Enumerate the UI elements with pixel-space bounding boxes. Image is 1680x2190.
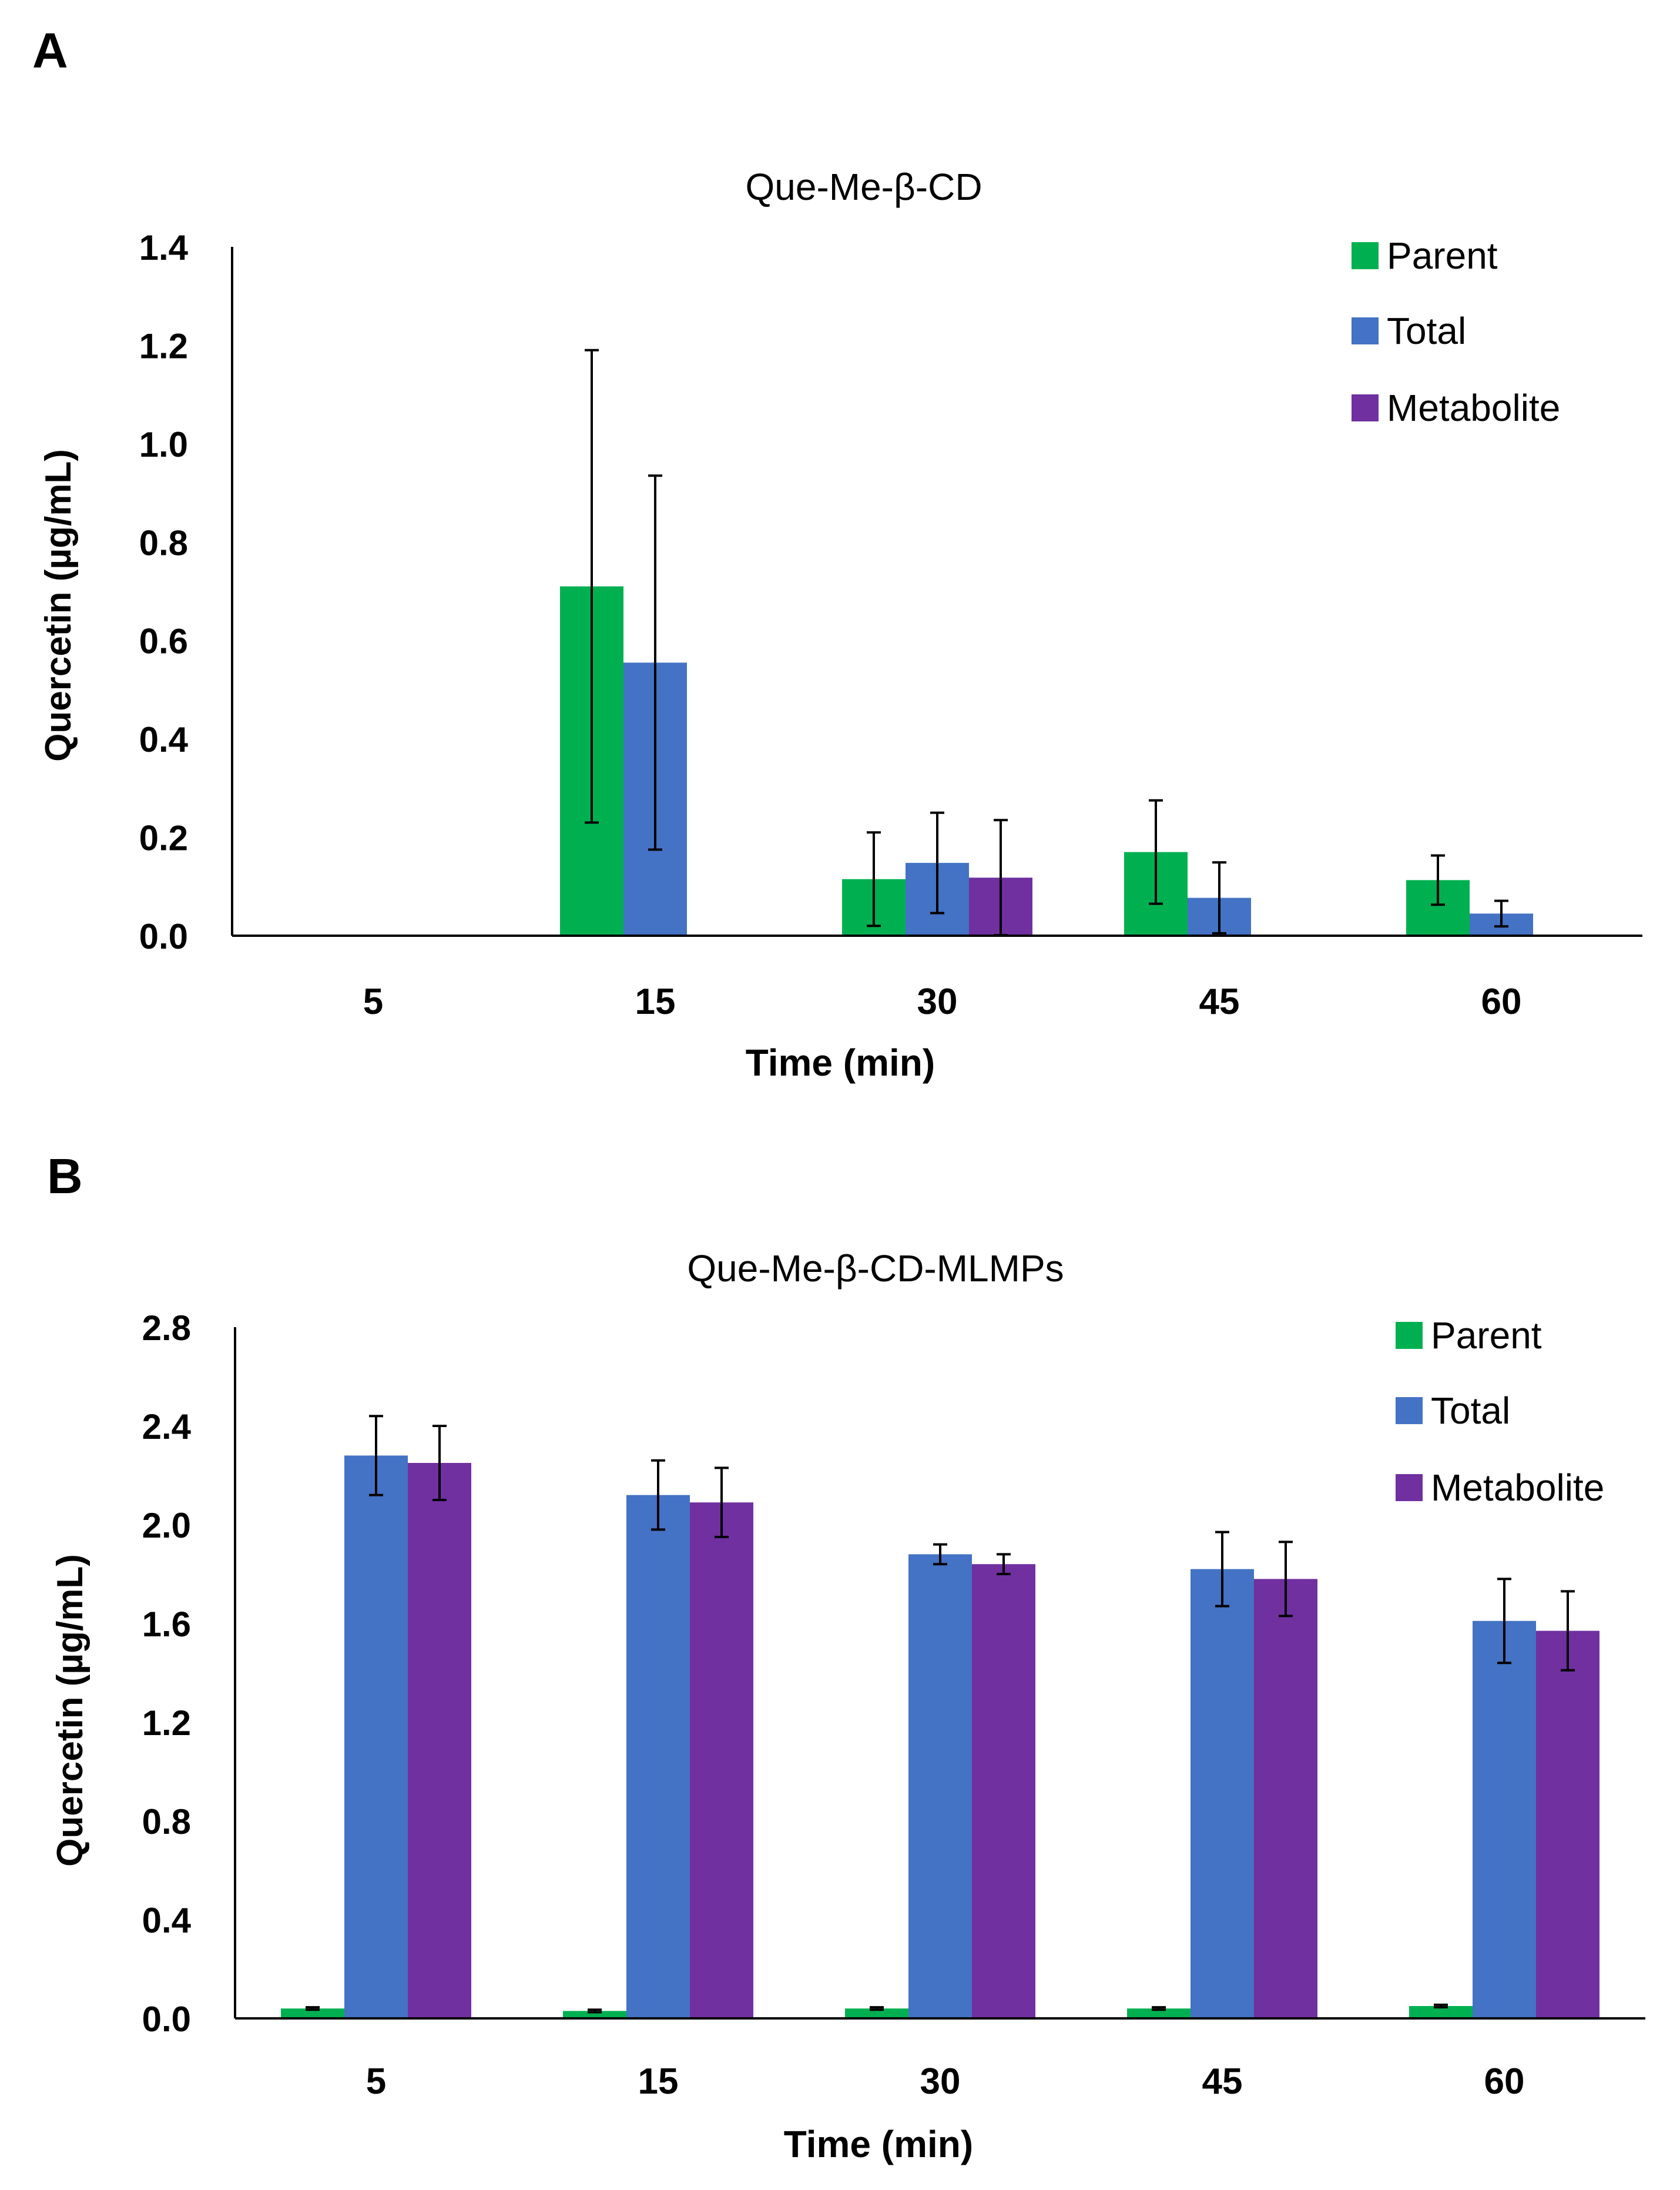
x-tick-label: 15: [635, 982, 676, 1022]
legend-swatch-parent: [1396, 1322, 1423, 1349]
y-tick-label: 0.0: [139, 917, 188, 956]
y-tick-label: 0.6: [139, 622, 188, 661]
error-bar: [651, 1459, 665, 1531]
legend-swatch-total: [1352, 317, 1379, 344]
error-bar: [1212, 861, 1226, 935]
error-bar: [867, 831, 881, 927]
bar-total: [1473, 1620, 1536, 2018]
bar-total: [626, 1495, 690, 2018]
legend-label: Parent: [1387, 235, 1498, 277]
panel-label: B: [47, 1148, 83, 1204]
legend-label: Parent: [1431, 1314, 1542, 1357]
error-bar: [997, 1553, 1011, 1575]
error-bar: [1494, 899, 1508, 928]
x-tick-label: 30: [917, 982, 958, 1022]
error-bar: [1279, 1541, 1293, 1618]
bar-total: [344, 1455, 408, 2018]
x-axis-label: Time (min): [784, 2123, 973, 2165]
y-tick-label: 0.4: [142, 1901, 192, 1940]
y-tick-label: 1.4: [139, 228, 189, 267]
error-bar: [648, 474, 662, 851]
y-tick-label: 0.8: [142, 1802, 191, 1841]
error-bar: [715, 1466, 729, 1538]
y-tick-label: 0.0: [142, 2000, 191, 2039]
y-tick-label: 2.0: [142, 1506, 191, 1545]
error-bar: [1431, 854, 1445, 906]
panel-label: A: [32, 23, 68, 78]
error-bar: [1215, 1531, 1229, 1608]
x-tick-label: 45: [1199, 982, 1240, 1022]
bar-parent: [281, 2008, 344, 2018]
y-tick-label: 0.8: [139, 523, 188, 562]
bar-metabolite: [972, 1564, 1035, 2018]
x-tick-label: 30: [920, 2061, 961, 2102]
error-bar: [588, 2008, 602, 2014]
error-bar: [1561, 1590, 1575, 1672]
legend: Parent Total Metabolite: [1352, 235, 1560, 429]
legend-swatch-metabolite: [1396, 1474, 1423, 1501]
bar-metabolite: [1536, 1630, 1599, 2018]
x-tick-label: 60: [1481, 982, 1522, 1022]
x-tick-label: 5: [363, 982, 383, 1022]
legend-swatch-total: [1396, 1397, 1423, 1424]
error-bar: [306, 2006, 320, 2011]
error-bar: [1434, 2003, 1448, 2009]
bar-parent: [845, 2008, 908, 2018]
y-tick-label: 2.8: [142, 1308, 191, 1348]
x-tick-label: 5: [366, 2061, 386, 2102]
y-axis-label: Quercetin (µg/mL): [38, 449, 79, 762]
error-bar: [930, 811, 944, 915]
bar-parent: [563, 2011, 626, 2018]
y-tick-label: 0.4: [139, 720, 189, 759]
error-bar: [369, 1415, 383, 1496]
x-axis-label: Time (min): [746, 1042, 935, 1084]
legend-label: Metabolite: [1431, 1466, 1604, 1509]
bar-total: [1191, 1569, 1254, 2018]
legend-label: Metabolite: [1387, 387, 1560, 429]
chart-title: Que-Me-β-CD-MLMPs: [687, 1247, 1064, 1290]
y-axis-label: Quercetin (µg/mL): [50, 1554, 90, 1867]
bar-parent: [1409, 2006, 1473, 2018]
error-bar: [1152, 2006, 1166, 2011]
y-tick-label: 2.4: [142, 1407, 192, 1446]
x-tick-label: 15: [638, 2061, 679, 2102]
y-tick-label: 1.2: [139, 326, 188, 366]
y-tick-label: 1.2: [142, 1703, 191, 1743]
chart-panel-b: B Que-Me-β-CD-MLMPs Quercetin (µg/mL) Ti…: [47, 1148, 1645, 2165]
y-tick-label: 0.2: [139, 819, 188, 858]
bar-metabolite: [690, 1502, 753, 2018]
plot-area: 0.0 0.2 0.4 0.6 0.8 1.0 1.2 1.4 5 15 30 45 60: [139, 228, 1642, 1022]
error-bar: [870, 2006, 884, 2011]
chart-panel-a: A Que-Me-β-CD Quercetin (µg/mL) Time (mi…: [32, 23, 1642, 1084]
y-tick-label: 1.6: [142, 1605, 191, 1644]
x-tick-label: 60: [1484, 2061, 1525, 2102]
error-bar: [1149, 799, 1163, 905]
plot-area: 0.0 0.4 0.8 1.2 1.6 2.0 2.4 2.8 5 15 30 45 60: [142, 1308, 1645, 2102]
error-bar: [585, 349, 599, 824]
error-bar: [1497, 1578, 1511, 1665]
bar-metabolite: [1254, 1579, 1317, 2018]
bar-total: [908, 1554, 972, 2018]
error-bar: [432, 1425, 447, 1501]
error-bar: [933, 1543, 947, 1566]
legend-swatch-metabolite: [1352, 394, 1379, 421]
chart-title: Que-Me-β-CD: [745, 166, 982, 208]
y-tick-label: 1.0: [139, 425, 188, 464]
bar-parent: [1127, 2008, 1191, 2018]
x-tick-label: 45: [1202, 2061, 1243, 2102]
legend: Parent Total Metabolite: [1396, 1314, 1604, 1509]
legend-label: Total: [1431, 1389, 1510, 1432]
bar-metabolite: [408, 1463, 471, 2018]
legend-label: Total: [1387, 310, 1466, 352]
legend-swatch-parent: [1352, 242, 1379, 269]
